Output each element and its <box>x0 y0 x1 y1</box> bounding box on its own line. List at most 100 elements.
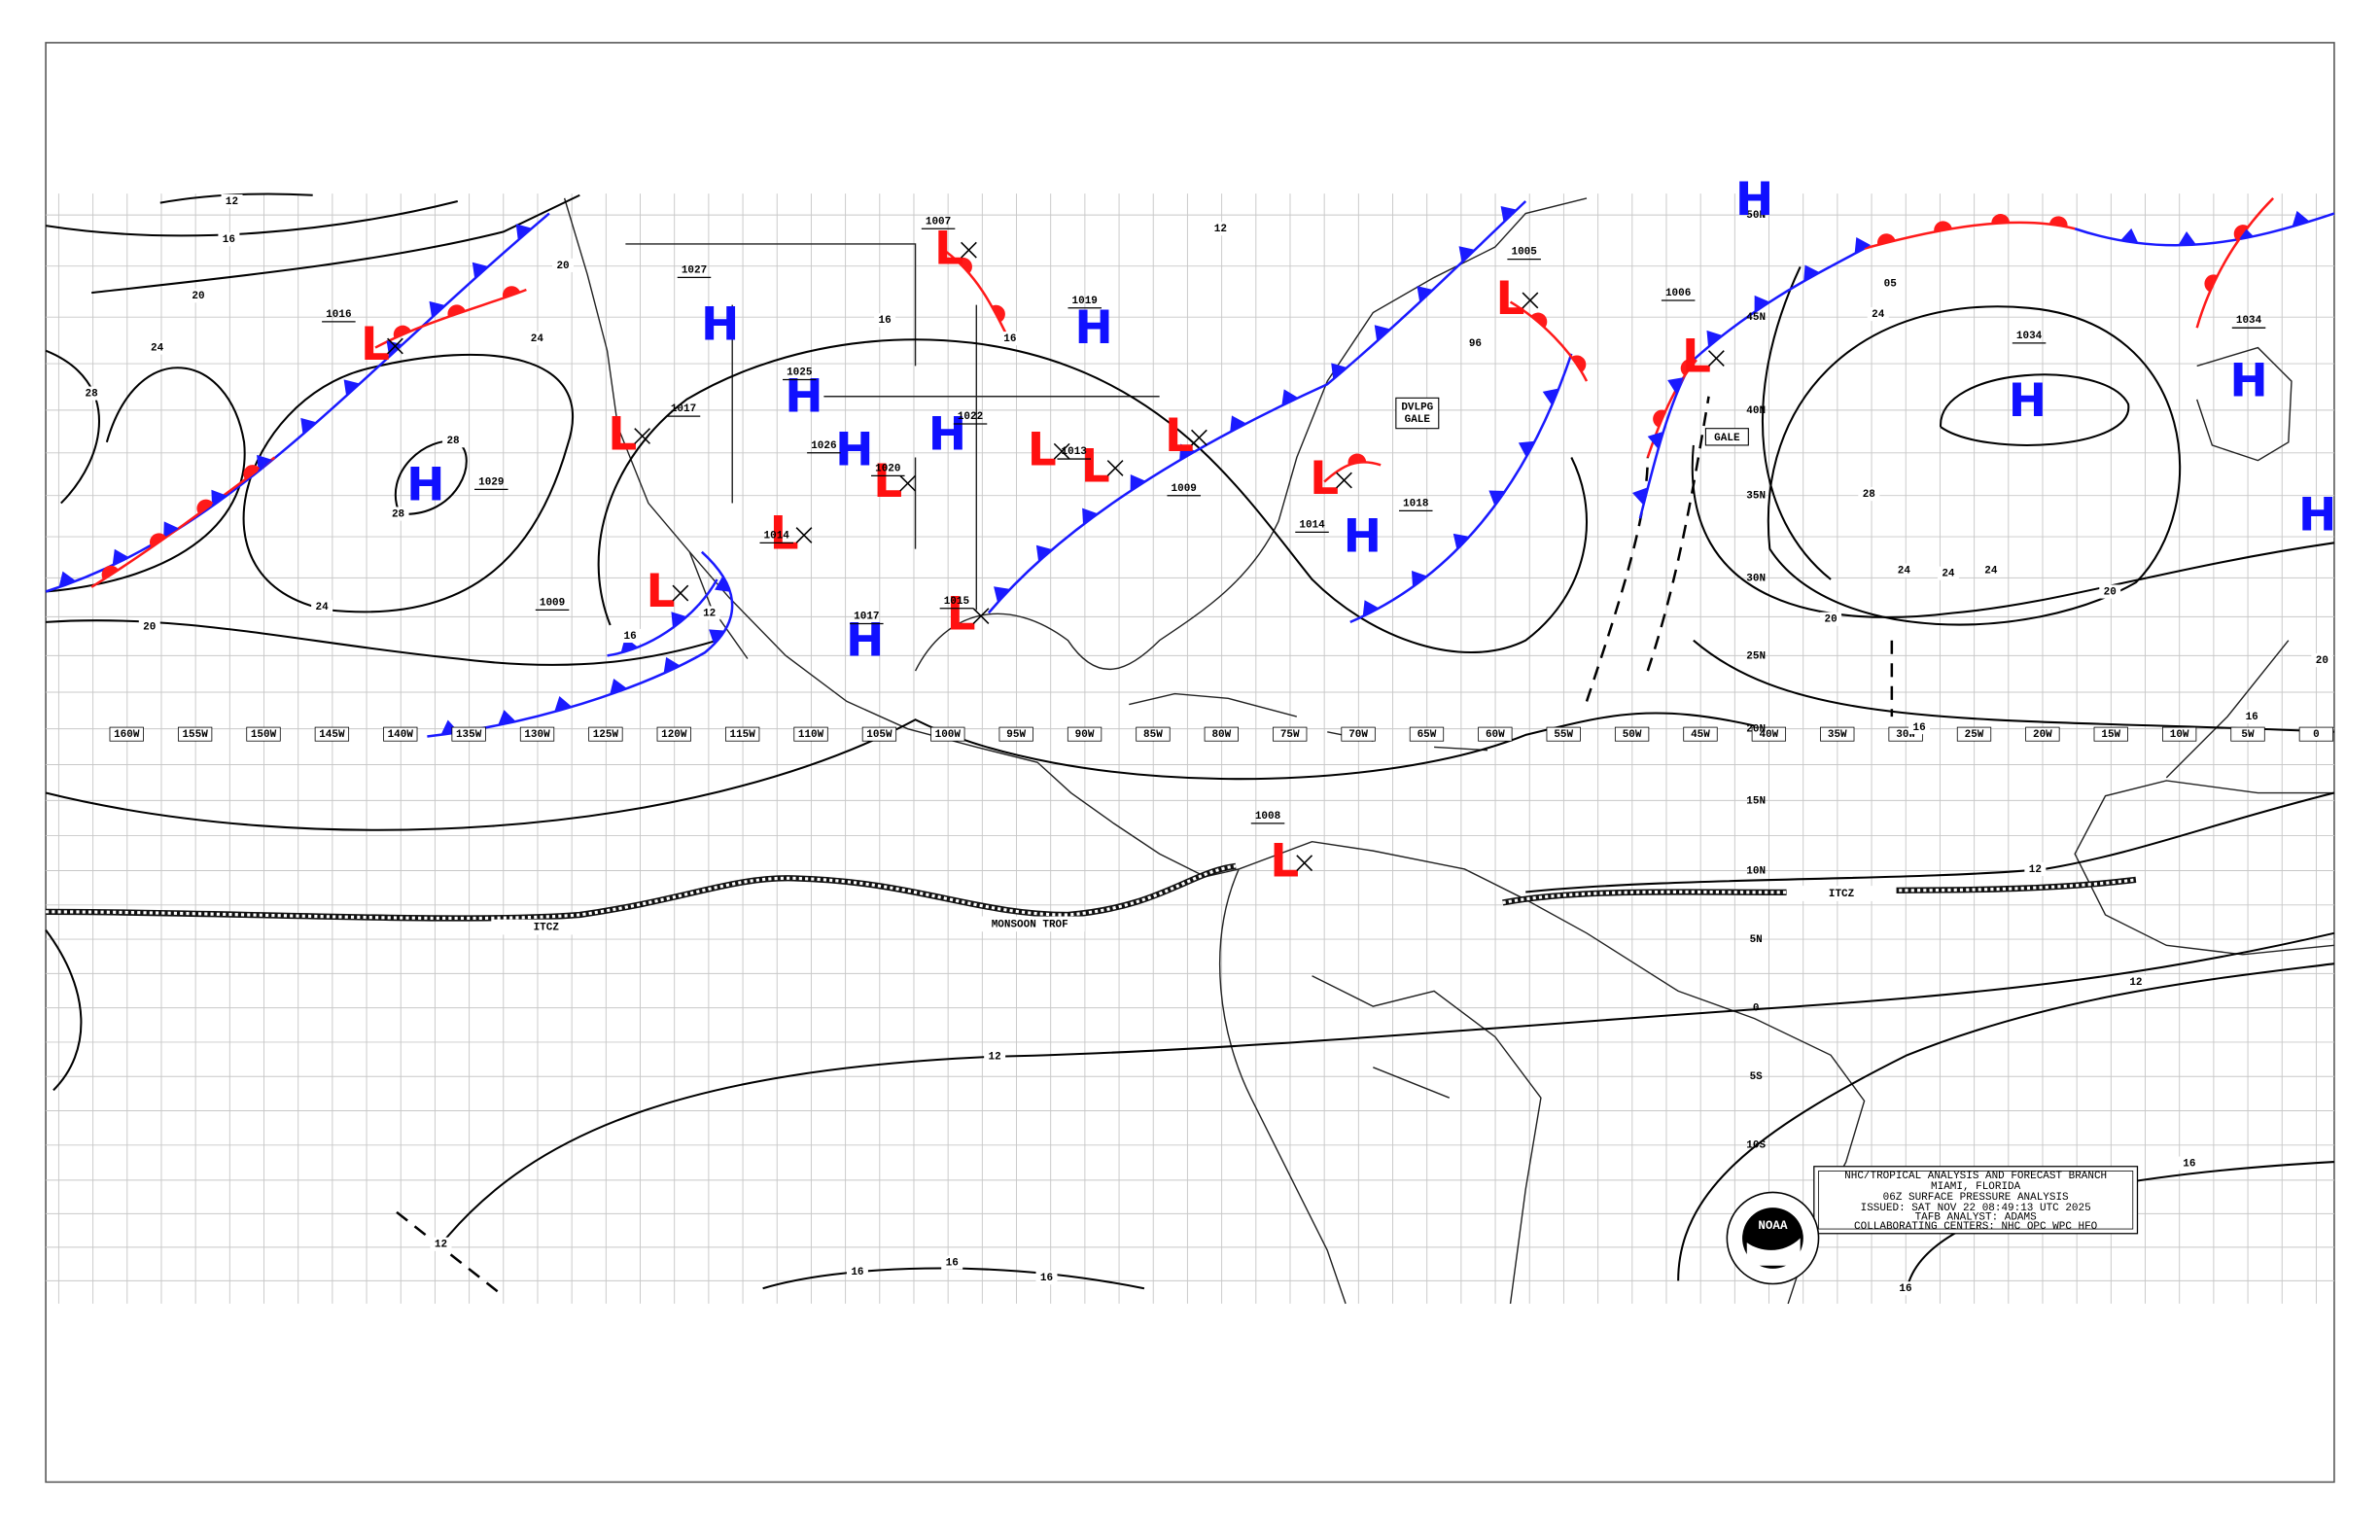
isobar-label-bg <box>552 258 575 272</box>
isobar-label: 16 <box>1003 333 1016 345</box>
cold-front-symbol <box>112 548 129 566</box>
cold-front-symbol <box>1412 570 1428 587</box>
isobar-label: 96 <box>1469 338 1482 350</box>
pressure-value: 1015 <box>944 596 970 608</box>
isobar-label: 20 <box>2316 655 2328 667</box>
pressure-center-letter: L <box>770 508 799 561</box>
pressure-center-letter: H <box>406 458 444 511</box>
info-line: NHC/TROPICAL ANALYSIS AND FORECAST BRANC… <box>1844 1171 2107 1182</box>
fronts <box>45 196 2335 738</box>
isobar-label-bg <box>2024 861 2047 876</box>
pressure-center-letter: L <box>1081 440 1110 494</box>
isobar-label-bg <box>698 606 720 620</box>
cold-front-symbol <box>1035 544 1053 562</box>
isobar-label-bg <box>188 289 209 303</box>
cold-front-symbol <box>1647 431 1663 449</box>
center-mark <box>387 337 403 355</box>
isobar <box>1940 373 2130 446</box>
pressure-center-letter: L <box>873 455 902 508</box>
longitude-label-box <box>1409 726 1445 742</box>
longitude-label: 65W <box>1418 729 1437 741</box>
isobar-label: 24 <box>1898 565 1911 577</box>
isobar-label: 12 <box>2029 864 2042 876</box>
cold-front-symbol <box>1631 487 1648 506</box>
feature-label-box <box>1395 397 1440 430</box>
pressure-value: 1014 <box>1299 519 1325 531</box>
cold-front-symbol <box>1374 325 1391 342</box>
longitude-label-box <box>1683 726 1718 742</box>
logo-bird <box>1746 1238 1801 1266</box>
pressure-value: 1005 <box>1511 247 1537 259</box>
warm-front <box>945 250 1589 483</box>
latitude-label: 15N <box>1746 795 1766 807</box>
longitude-label: 0 <box>2313 729 2320 741</box>
center-mark <box>1336 472 1352 489</box>
isobar <box>1691 444 2335 618</box>
pressure-center-letter: L <box>947 588 976 642</box>
cold-front-symbol <box>671 612 687 629</box>
cold-front-symbol <box>1230 415 1246 433</box>
isobar-label-bg <box>619 628 642 644</box>
isobar-label-bg <box>998 332 1021 346</box>
longitude-label: 20W <box>2033 729 2052 741</box>
pressure-center-letter: L <box>1165 409 1194 463</box>
cold-front-symbol <box>1854 237 1872 254</box>
pressure-value: 1029 <box>478 476 504 488</box>
isobar-label: 16 <box>2183 1159 2195 1171</box>
pressure-value: 1013 <box>1062 446 1088 458</box>
longitude-label: 150W <box>251 729 277 741</box>
warm-front-symbol <box>1348 453 1367 465</box>
isobar <box>45 349 246 593</box>
info-line: TAFB ANALYST: ADAMS <box>1915 1211 2038 1223</box>
warm-front-symbol <box>447 304 466 317</box>
pressure-value: 1027 <box>682 264 707 276</box>
pressure-center-letter: L <box>361 318 390 371</box>
longitude-label: 105W <box>866 729 892 741</box>
pressure-value: 1018 <box>1403 498 1428 509</box>
isobar-label-bg <box>2241 710 2263 724</box>
longitude-label-box <box>1273 726 1308 742</box>
pressure-value: 1019 <box>1072 296 1098 307</box>
pressure-center-letter: H <box>1344 510 1382 564</box>
logo-text: NOAA <box>1758 1219 1788 1233</box>
warm-front-symbol <box>101 565 119 580</box>
longitude-label: 55W <box>1554 729 1573 741</box>
latitude-label: 5N <box>1750 934 1763 946</box>
border <box>625 243 1160 611</box>
longitude-label: 160W <box>114 729 140 741</box>
isobar-label-bg <box>1894 1281 1916 1296</box>
cold-front-symbol <box>515 224 533 241</box>
longitude-label: 130W <box>524 729 550 741</box>
cold-front-symbol <box>554 695 573 713</box>
isobar-label: 16 <box>851 1267 863 1278</box>
pressure-value: 1017 <box>671 403 696 415</box>
cold-front-symbol <box>429 300 445 318</box>
isobar-label: 28 <box>86 389 98 401</box>
isobar-label: 12 <box>2129 977 2142 989</box>
isobar-label-bg <box>1820 612 1842 626</box>
isobar-label-bg <box>984 1049 1006 1064</box>
isobar <box>45 200 459 237</box>
pressure-center-letter: L <box>608 408 637 462</box>
info-line: 06Z SURFACE PRESSURE ANALYSIS <box>1883 1192 2069 1204</box>
cold-front-symbol <box>163 521 180 539</box>
pressure-center-letter: L <box>646 565 675 618</box>
cold-front-symbol <box>1667 377 1684 395</box>
cold-front-symbol <box>663 656 681 674</box>
isobar-label: 05 <box>1884 279 1898 291</box>
cold-front-symbol <box>1452 533 1470 550</box>
isobar-label: 16 <box>879 315 892 327</box>
info-box-frame <box>1813 1166 2139 1235</box>
pressure-center-letter: H <box>846 613 884 667</box>
longitude-label-box <box>1204 726 1239 742</box>
latitude-label: 35N <box>1746 491 1766 503</box>
isobar-label: 24 <box>316 602 330 613</box>
longitude-label: 110W <box>798 729 824 741</box>
warm-front-symbol <box>1653 409 1666 428</box>
warm-front-symbol <box>1680 359 1696 376</box>
pressure-center-letter: L <box>1310 452 1339 506</box>
pressure-value: 1006 <box>1665 288 1691 299</box>
warm-front-symbol <box>2233 225 2249 242</box>
longitude-label-box <box>2161 726 2197 742</box>
isobar <box>1693 266 2334 733</box>
